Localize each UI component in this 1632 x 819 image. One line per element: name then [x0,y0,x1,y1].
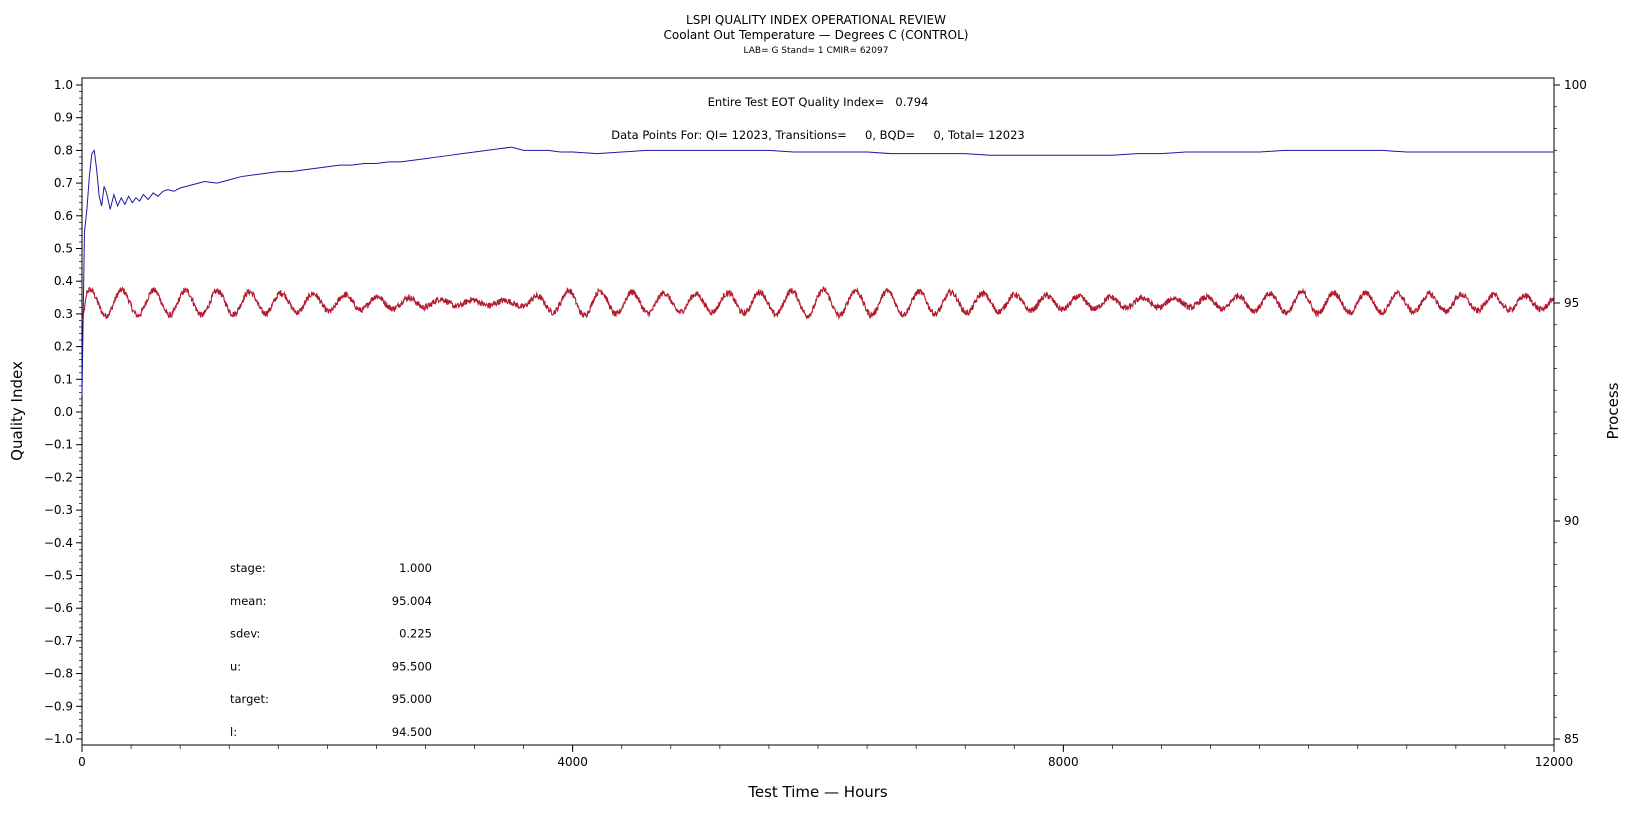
process-series-line [81,285,1555,321]
stat-value: 95.000 [392,692,432,706]
stat-value: 0.225 [399,627,432,641]
y-left-tick-label: −0.8 [44,667,73,681]
y-right-tick-label: 90 [1564,514,1579,528]
series-layer [81,146,1555,396]
right-axis: 100 95 90 85 [1554,78,1587,746]
stat-label: u: [230,659,241,673]
y-right-tick-label: 100 [1564,78,1587,92]
chart-subtitle: Coolant Out Temperature — Degrees C (CON… [664,28,969,42]
quality-index-annotation: Entire Test EOT Quality Index= 0.794 [708,95,929,109]
stat-value: 95.004 [392,594,432,608]
y-left-tick-label: −0.9 [44,699,73,713]
y-axis-right-label: Process [1604,382,1622,439]
chart-title: LSPI QUALITY INDEX OPERATIONAL REVIEW [686,13,946,27]
y-left-tick-label: 0.1 [54,372,73,386]
x-axis-label: Test Time — Hours [747,783,888,801]
y-left-tick-label: −0.7 [44,634,73,648]
stat-value: 94.500 [392,725,432,739]
data-points-annotation: Data Points For: QI= 12023, Transitions=… [611,128,1024,142]
chart-subtitle-2: LAB= G Stand= 1 CMIR= 62097 [744,46,889,56]
stat-label: mean: [230,594,267,608]
stat-label: l: [230,725,237,739]
left-axis: 1.0 0.9 0.8 0.7 0.6 0.5 0.4 0.3 0.2 0.1 0.0 −0.1 −0.… [44,78,82,746]
y-left-tick-label: −0.6 [44,601,73,615]
x-tick-label: 12000 [1535,755,1573,769]
y-left-tick-label: −0.3 [44,503,73,517]
y-left-tick-label: 0.8 [54,143,73,157]
stat-value: 1.000 [399,561,432,575]
stat-label: sdev: [230,627,260,641]
bottom-axis: 0 4000 8000 12000 [78,745,1573,769]
y-left-tick-label: 1.0 [54,78,73,92]
y-left-tick-label: 0.0 [54,405,73,419]
stat-value: 95.500 [392,659,432,673]
y-left-tick-label: −0.2 [44,470,73,484]
stat-label: target: [230,692,269,706]
y-left-tick-label: 0.3 [54,307,73,321]
quality-index-series-line [81,146,1554,396]
y-left-tick-label: −0.4 [44,536,73,550]
plot-frame [81,77,1555,746]
y-left-tick-label: −0.5 [44,569,73,583]
y-left-tick-label: −1.0 [44,732,73,746]
y-left-tick-label: 0.2 [54,340,73,354]
stats-box: stage: 1.000 mean: 95.004 sdev: 0.225 u: 95.500… [230,561,432,739]
x-tick-label: 0 [78,755,86,769]
y-left-tick-label: −0.1 [44,438,73,452]
y-right-tick-label: 95 [1564,296,1579,310]
y-left-tick-label: 0.4 [54,274,73,288]
x-tick-label: 4000 [557,755,588,769]
y-right-tick-label: 85 [1564,732,1579,746]
y-left-tick-label: 0.6 [54,209,73,223]
y-axis-left-label: Quality Index [8,361,26,461]
stat-label: stage: [230,561,266,575]
y-left-tick-label: 0.9 [54,111,73,125]
x-tick-label: 8000 [1048,755,1079,769]
y-left-tick-label: 0.5 [54,242,73,256]
y-left-tick-label: 0.7 [54,176,73,190]
